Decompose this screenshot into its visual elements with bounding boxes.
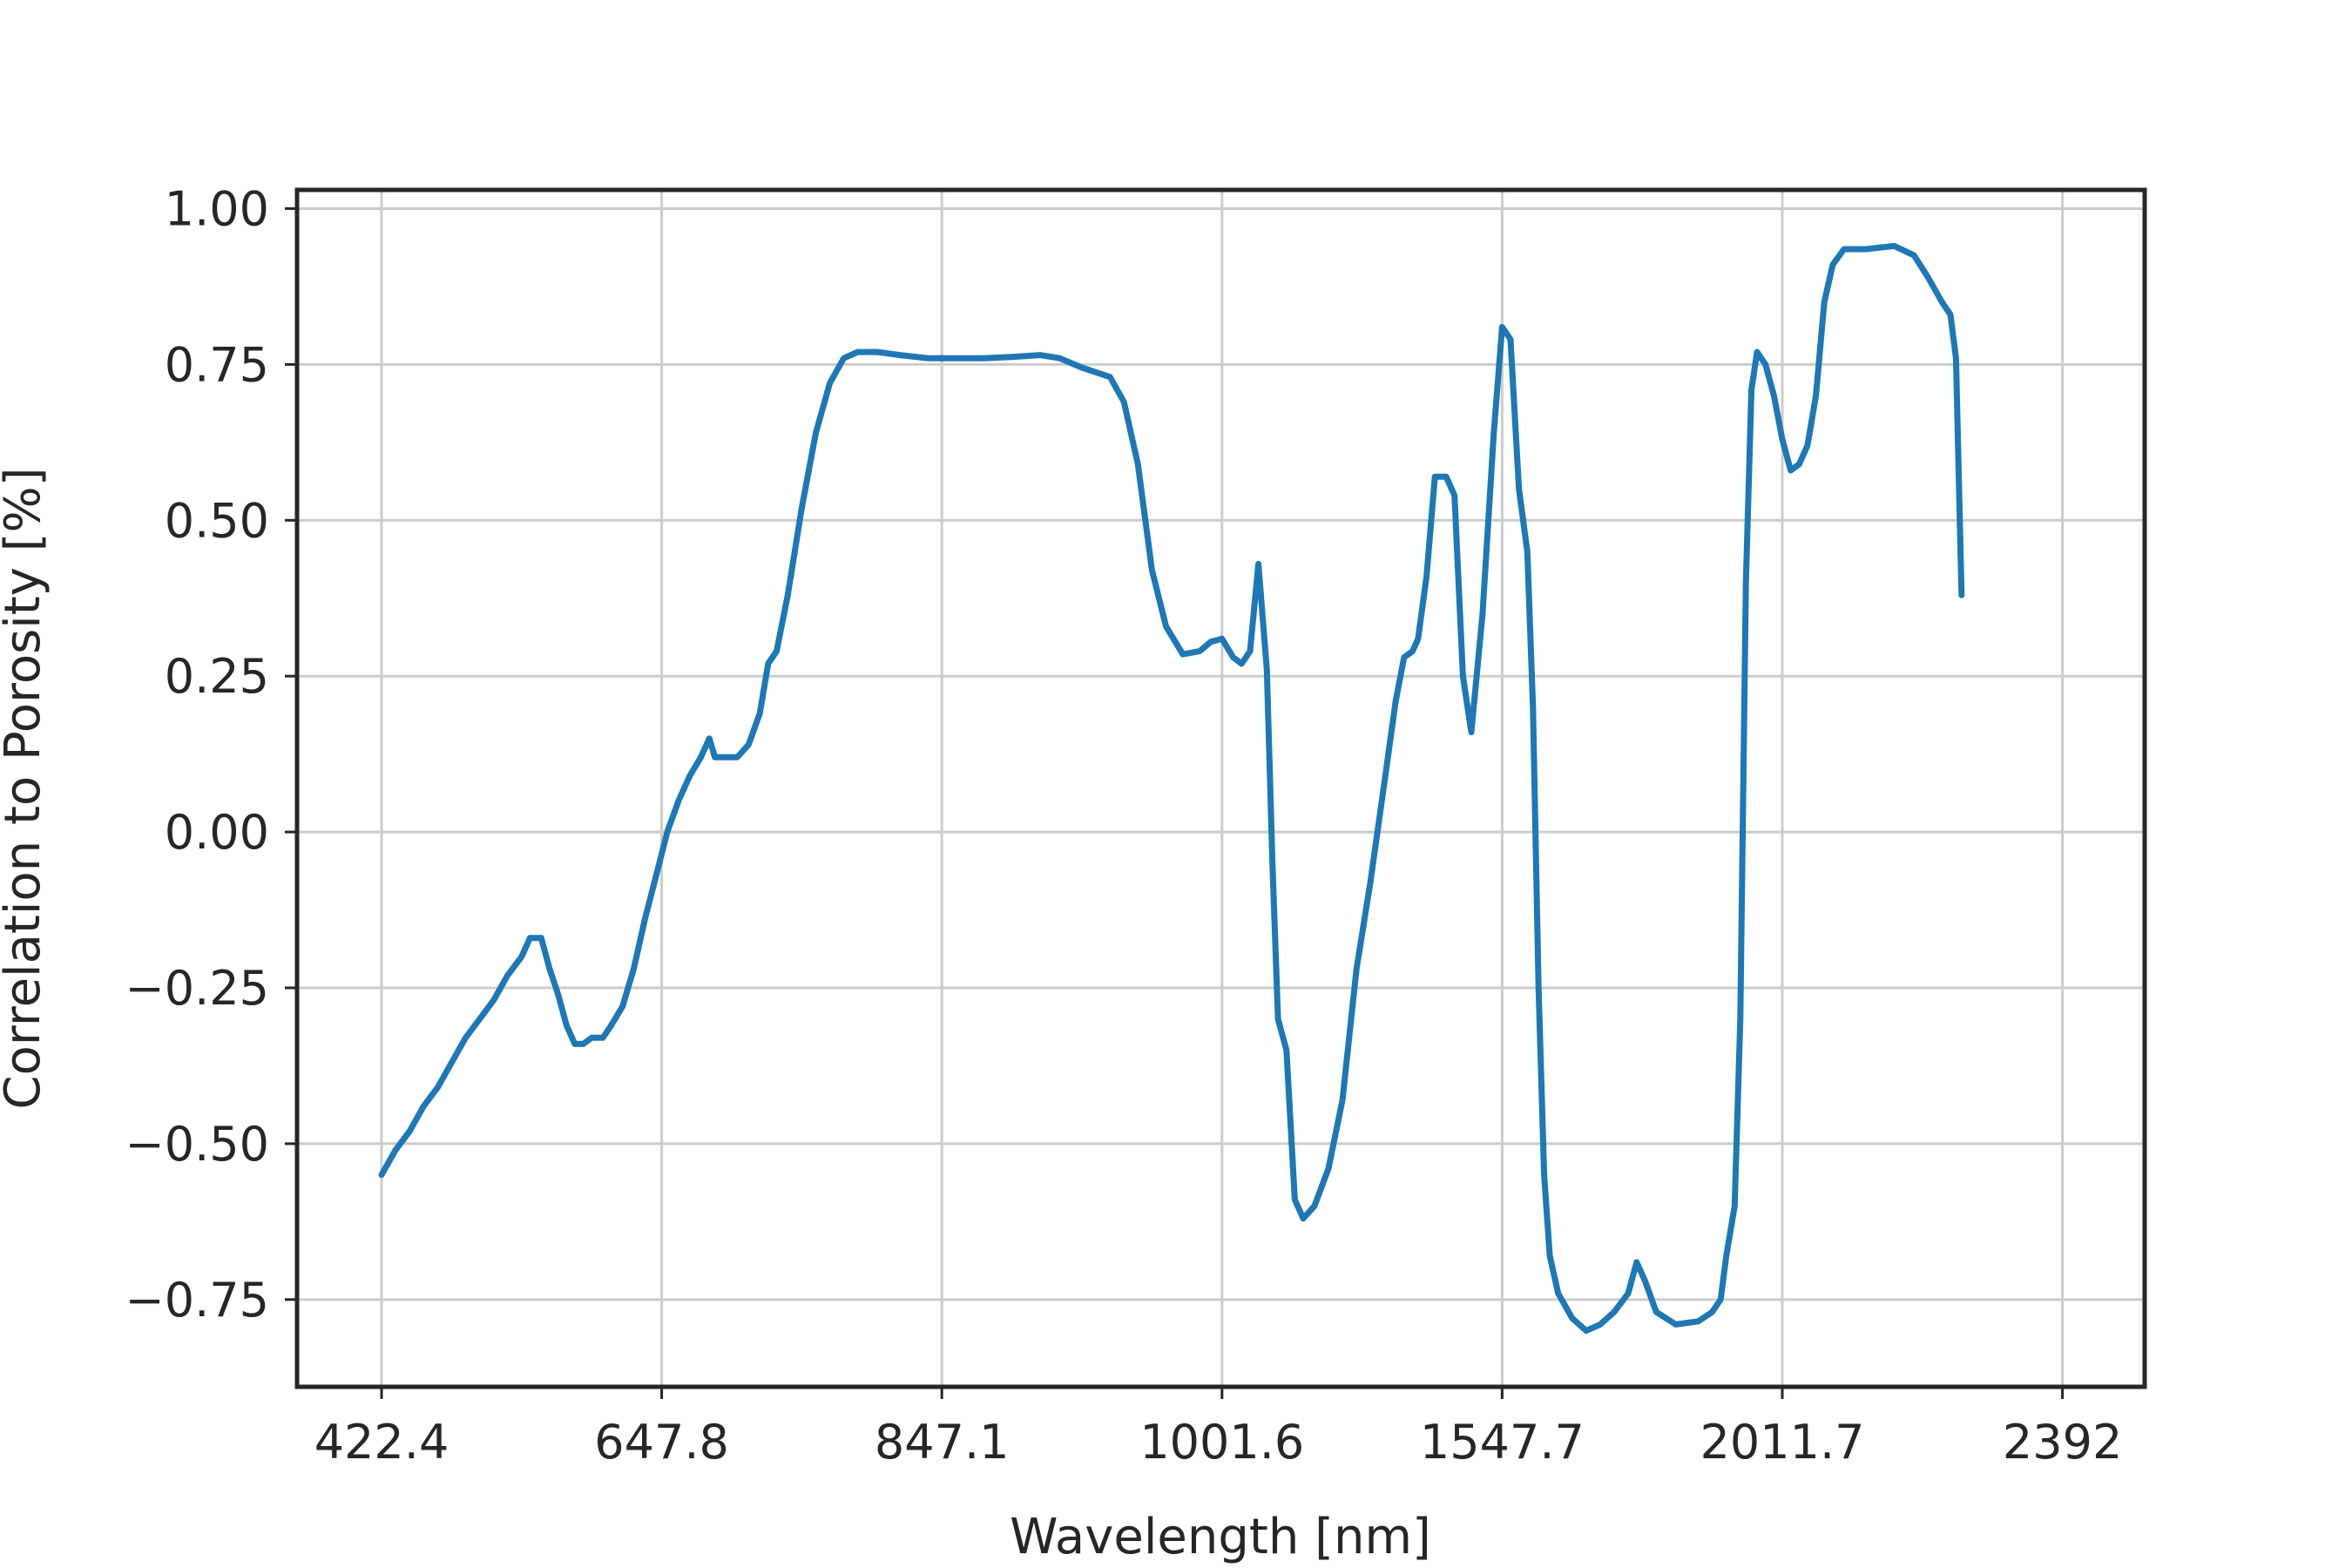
ticks-layer: 422.4 647.8 847.1 1001.6 1547.7 2011.7 2392 −0.… — [125, 181, 2123, 1470]
x-tick-label: 1001.6 — [1139, 1415, 1304, 1470]
y-tick-label: 0.25 — [165, 649, 269, 704]
x-tick-label: 1547.7 — [1420, 1415, 1585, 1470]
x-tick-label: 422.4 — [314, 1415, 449, 1470]
y-axis-label: Correlation to Porosity [%] — [0, 467, 51, 1109]
x-tick-label: 847.1 — [875, 1415, 1010, 1470]
plot-frame — [294, 187, 2147, 1389]
x-axis-label: Wavelength [nm] — [1010, 1509, 1431, 1565]
x-tick-label: 2011.7 — [1700, 1415, 1865, 1470]
series-layer — [378, 242, 1965, 1335]
y-tick-label: 1.00 — [165, 181, 269, 236]
grid-layer — [297, 190, 2145, 1387]
series-line — [378, 242, 1965, 1335]
x-tick-label: 647.8 — [594, 1415, 729, 1470]
y-tick-label: −0.50 — [125, 1117, 269, 1172]
y-tick-label: 0.00 — [165, 805, 269, 860]
y-tick-label: 0.50 — [165, 493, 269, 548]
y-tick-label: 0.75 — [165, 337, 269, 392]
y-tick-label: −0.25 — [125, 961, 269, 1016]
x-tick-label: 2392 — [2003, 1415, 2122, 1470]
y-tick-label: −0.75 — [125, 1273, 269, 1328]
